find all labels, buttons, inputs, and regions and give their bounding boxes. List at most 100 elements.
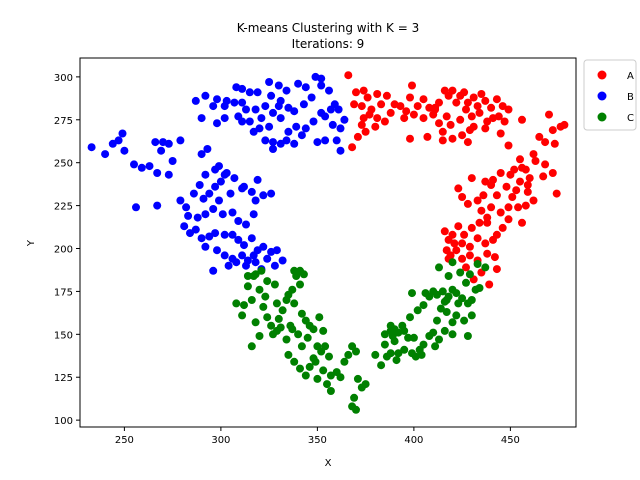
point-C — [465, 270, 474, 279]
point-C — [361, 380, 370, 389]
point-B — [309, 117, 318, 126]
point-C — [290, 357, 299, 366]
point-A — [496, 169, 505, 177]
point-A — [508, 193, 517, 201]
point-B — [189, 189, 198, 198]
point-B — [228, 208, 237, 217]
point-B — [130, 160, 138, 169]
point-C — [386, 326, 395, 335]
x-tick-label: 250 — [115, 435, 134, 446]
point-A — [502, 182, 511, 191]
y-tick-label: 300 — [54, 73, 73, 84]
point-A — [550, 139, 559, 148]
point-A — [496, 129, 505, 138]
point-A — [463, 138, 472, 147]
point-C — [272, 299, 281, 308]
point-A — [400, 114, 409, 123]
point-C — [371, 350, 380, 359]
point-B — [220, 230, 229, 239]
point-A — [521, 201, 530, 210]
point-C — [429, 328, 438, 337]
point-B — [220, 114, 229, 123]
point-B — [259, 191, 268, 200]
point-A — [487, 203, 496, 212]
point-A — [560, 120, 569, 129]
point-B — [238, 84, 247, 93]
point-A — [423, 132, 432, 141]
point-B — [261, 102, 270, 111]
point-C — [394, 349, 403, 358]
point-C — [274, 314, 283, 323]
point-B — [215, 162, 223, 171]
point-C — [433, 290, 441, 299]
point-B — [197, 114, 206, 123]
y-tick-label: 100 — [54, 416, 73, 427]
point-A — [514, 203, 523, 212]
point-B — [224, 261, 233, 270]
point-A — [516, 177, 524, 186]
point-C — [460, 316, 469, 325]
point-B — [290, 139, 299, 148]
point-B — [249, 210, 258, 219]
point-A — [479, 191, 488, 200]
point-A — [442, 112, 451, 121]
y-tick-label: 225 — [54, 202, 73, 213]
point-A — [406, 134, 414, 143]
point-C — [467, 296, 476, 304]
point-B — [276, 139, 285, 148]
point-C — [263, 313, 272, 322]
x-tick-label: 400 — [404, 435, 423, 446]
point-B — [270, 261, 279, 270]
point-A — [444, 235, 453, 244]
point-C — [400, 326, 409, 335]
point-B — [114, 136, 123, 145]
point-C — [404, 333, 413, 342]
point-C — [263, 277, 272, 286]
point-B — [222, 169, 231, 177]
point-A — [481, 96, 490, 105]
point-B — [230, 98, 239, 107]
point-B — [251, 196, 260, 205]
point-B — [180, 222, 189, 231]
scatter-points — [87, 71, 569, 414]
point-A — [353, 132, 362, 141]
point-A — [506, 170, 515, 179]
point-C — [413, 306, 422, 315]
point-C — [267, 321, 276, 330]
point-C — [448, 258, 457, 267]
point-A — [541, 138, 550, 147]
point-A — [518, 218, 526, 227]
point-A — [460, 88, 469, 97]
point-A — [371, 122, 380, 131]
point-B — [238, 251, 247, 260]
point-C — [325, 352, 333, 361]
legend: ABC — [583, 59, 637, 131]
point-C — [436, 304, 445, 313]
point-B — [201, 170, 210, 179]
point-A — [535, 132, 544, 141]
point-B — [297, 131, 306, 140]
point-B — [261, 136, 270, 145]
point-B — [213, 119, 221, 128]
point-C — [380, 340, 389, 349]
point-C — [386, 349, 395, 358]
point-B — [238, 117, 247, 126]
point-B — [274, 102, 283, 111]
point-B — [284, 127, 293, 136]
point-C — [336, 373, 345, 382]
point-C — [243, 272, 252, 280]
point-A — [516, 155, 524, 164]
point-B — [269, 138, 277, 147]
point-B — [182, 203, 191, 212]
point-A — [529, 196, 538, 205]
point-C — [321, 342, 330, 351]
point-B — [269, 145, 277, 153]
point-A — [525, 174, 534, 183]
point-B — [164, 139, 173, 148]
point-B — [340, 115, 349, 124]
legend-marker-A — [597, 70, 607, 80]
point-C — [467, 311, 476, 320]
point-B — [282, 136, 291, 145]
y-tick-label: 275 — [54, 116, 73, 127]
